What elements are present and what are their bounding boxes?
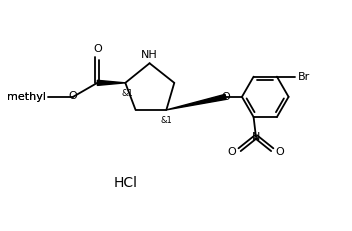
Text: &1: &1 bbox=[121, 89, 133, 98]
Text: O: O bbox=[276, 146, 284, 157]
Text: HCl: HCl bbox=[113, 176, 137, 190]
Text: NH: NH bbox=[141, 50, 158, 61]
Text: N: N bbox=[252, 132, 260, 142]
Text: O: O bbox=[93, 44, 102, 54]
Text: O: O bbox=[228, 146, 236, 157]
Polygon shape bbox=[97, 80, 125, 85]
Text: O: O bbox=[221, 92, 230, 102]
Text: &1: &1 bbox=[161, 116, 172, 125]
Text: methyl: methyl bbox=[7, 92, 45, 102]
Text: Br: Br bbox=[298, 72, 310, 82]
Text: O: O bbox=[69, 91, 77, 101]
Text: methyl: methyl bbox=[7, 92, 45, 102]
Polygon shape bbox=[166, 94, 226, 110]
